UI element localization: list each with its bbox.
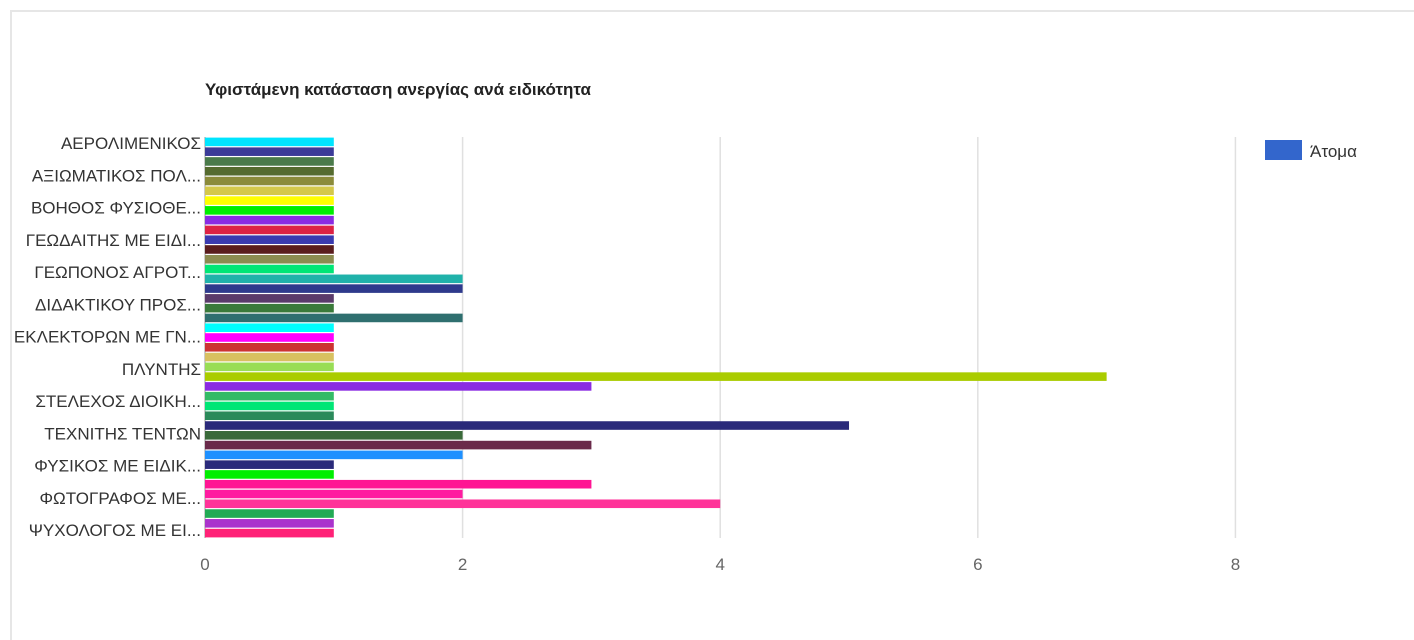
- legend-swatch: [1265, 140, 1302, 160]
- gridlines: [204, 137, 1237, 538]
- bar-31: [205, 440, 592, 450]
- bar-1: [205, 147, 334, 156]
- bar-22: [205, 352, 334, 362]
- bar-34: [205, 470, 334, 479]
- x-tick-label-2: 4: [715, 555, 724, 574]
- bar-3: [205, 166, 334, 176]
- y-tick-label-7: ΠΛΥΝΤΗΣ: [122, 360, 201, 379]
- bar-36: [205, 489, 463, 499]
- bar-16: [205, 294, 334, 303]
- bar-20: [205, 333, 334, 342]
- y-tick-label-10: ΦΥΣΙΚΟΣ ΜΕ ΕΙΔΙΚ...: [34, 457, 201, 476]
- bar-21: [205, 342, 334, 352]
- bar-27: [205, 401, 334, 411]
- bar-37: [205, 499, 721, 509]
- y-tick-label-12: ΨΥΧΟΛΟΓΟΣ ΜΕ ΕΙ...: [29, 521, 201, 540]
- bar-11: [205, 245, 334, 254]
- y-tick-label-1: ΑΞΙΩΜΑΤΙΚΟΣ ΠΟΛ...: [32, 166, 201, 185]
- y-tick-label-11: ΦΩΤΟΓΡΑΦΟΣ ΜΕ...: [39, 489, 201, 508]
- x-tick-label-1: 2: [458, 555, 467, 574]
- bar-33: [205, 460, 334, 469]
- bars: [205, 137, 1107, 538]
- bar-15: [205, 284, 463, 293]
- bar-14: [205, 274, 463, 284]
- chart-title: Υφιστάμενη κατάσταση ανεργίας ανά ειδικό…: [205, 80, 592, 99]
- y-tick-label-2: ΒΟΗΘΟΣ ΦΥΣΙΟΘΕ...: [31, 199, 201, 218]
- bar-29: [205, 421, 850, 430]
- bar-5: [205, 186, 334, 196]
- y-tick-label-3: ΓΕΩΔΑΙΤΗΣ ΜΕ ΕΙΔΙ...: [26, 231, 201, 250]
- bar-30: [205, 431, 463, 440]
- bar-28: [205, 411, 334, 421]
- bar-4: [205, 176, 334, 186]
- bar-17: [205, 303, 334, 313]
- bar-2: [205, 157, 334, 166]
- y-tick-label-9: ΤΕΧΝΙΤΗΣ ΤΕΝΤΩΝ: [44, 424, 201, 443]
- bar-39: [205, 519, 334, 528]
- chart-frame: [10, 10, 1414, 640]
- bar-32: [205, 450, 463, 460]
- bar-24: [205, 372, 1107, 381]
- x-tick-label-4: 8: [1231, 555, 1240, 574]
- bar-7: [205, 206, 334, 215]
- y-tick-label-0: ΑΕΡΟΛΙΜΕΝΙΚΟΣ: [61, 134, 201, 153]
- bar-35: [205, 479, 592, 489]
- bar-12: [205, 254, 334, 264]
- y-tick-label-5: ΔΙΔΑΚΤΙΚΟΥ ΠΡΟΣ...: [35, 295, 201, 314]
- bar-18: [205, 313, 463, 323]
- bar-8: [205, 215, 334, 225]
- y-tick-label-8: ΣΤΕΛΕΧΟΣ ΔΙΟΙΚΗ...: [35, 392, 201, 411]
- bar-6: [205, 196, 334, 205]
- x-tick-label-0: 0: [200, 555, 209, 574]
- y-tick-label-4: ΓΕΩΠΟΝΟΣ ΑΓΡΟΤ...: [34, 263, 201, 282]
- y-axis-labels: ΑΕΡΟΛΙΜΕΝΙΚΟΣ ΑΞΙΩΜΑΤΙΚΟΣ ΠΟΛ... ΒΟΗΘΟΣ ΦΥ…: [14, 134, 201, 540]
- bar-10: [205, 235, 334, 244]
- bar-38: [205, 509, 334, 518]
- x-axis-labels: 0 2 4 6 8: [200, 555, 1240, 574]
- bar-40: [205, 528, 334, 538]
- y-tick-label-6: ΕΚΛΕΚΤΟΡΩΝ ΜΕ ΓΝ...: [14, 328, 201, 347]
- bar-13: [205, 264, 334, 274]
- x-tick-label-3: 6: [973, 555, 982, 574]
- bar-0: [205, 137, 334, 147]
- bar-23: [205, 362, 334, 372]
- legend-label: Άτομα: [1310, 142, 1357, 161]
- bar-19: [205, 323, 334, 333]
- bar-9: [205, 225, 334, 235]
- bar-26: [205, 391, 334, 401]
- legend: Άτομα: [1265, 140, 1357, 161]
- bar-25: [205, 382, 592, 391]
